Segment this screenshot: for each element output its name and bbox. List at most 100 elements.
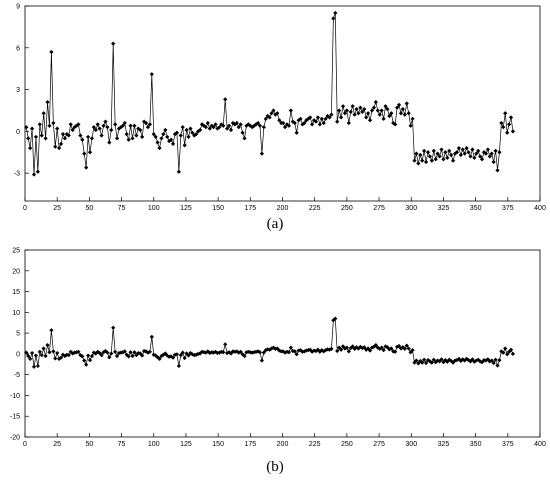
chart-panel-a: 0 25 50 75 100 125 150 175 200 225 250 275 300 325 350… [14, 4, 546, 213]
data-point-marker [385, 345, 390, 350]
data-point-marker [257, 350, 263, 355]
data-point-marker [485, 147, 490, 152]
data-point-marker [35, 169, 40, 174]
y-tick-label: 6 [16, 45, 20, 52]
data-point-marker [155, 140, 160, 145]
data-point-marker [294, 352, 299, 357]
data-point-marker [290, 348, 295, 354]
x-tick-label: 125 [180, 205, 192, 212]
data-point-marker [449, 152, 454, 158]
data-point-marker [350, 344, 355, 349]
data-point-marker [476, 148, 481, 153]
data-point-marker [362, 106, 367, 112]
data-point-marker [356, 111, 361, 116]
data-point-marker [294, 130, 299, 135]
data-point-marker [188, 126, 193, 131]
data-point-marker [420, 158, 425, 163]
data-point-marker [271, 108, 276, 113]
data-point-marker [105, 350, 110, 355]
data-point-marker [163, 127, 168, 133]
data-point-marker [263, 116, 268, 121]
data-point-marker [507, 349, 512, 354]
data-point-marker [369, 108, 375, 113]
data-point-marker [503, 111, 508, 116]
data-point-marker [64, 352, 69, 357]
data-point-marker [111, 41, 116, 46]
data-point-marker [284, 349, 290, 354]
data-point-marker [145, 125, 151, 130]
data-point-marker [304, 118, 309, 123]
data-point-marker [45, 100, 50, 105]
data-point-marker [49, 49, 54, 55]
data-point-marker [147, 349, 152, 354]
data-point-marker [157, 356, 162, 361]
data-point-marker [418, 152, 423, 158]
data-point-marker [265, 347, 270, 352]
data-point-marker [74, 350, 79, 355]
data-point-marker [24, 350, 29, 355]
data-point-marker [43, 353, 48, 359]
data-point-marker [124, 132, 129, 137]
data-point-marker [313, 119, 319, 124]
data-point-marker [29, 126, 35, 131]
data-point-marker [493, 148, 498, 153]
data-point-marker [35, 363, 40, 369]
data-point-marker [508, 347, 514, 352]
data-point-marker [358, 105, 363, 110]
data-point-marker [68, 122, 73, 127]
x-tick-label: 200 [277, 441, 289, 448]
x-tick-label: 25 [53, 441, 61, 448]
data-point-marker [412, 158, 417, 163]
data-point-marker [228, 127, 234, 133]
data-point-marker [282, 125, 288, 130]
data-point-marker [286, 350, 292, 355]
data-point-marker [207, 126, 212, 131]
data-point-marker [190, 130, 195, 135]
data-point-marker [408, 123, 413, 128]
data-point-marker [180, 350, 185, 355]
data-point-marker [288, 108, 293, 113]
data-point-marker [161, 352, 166, 357]
data-point-marker [493, 357, 498, 362]
data-point-marker [136, 350, 141, 356]
x-tick-label: 50 [85, 205, 93, 212]
data-point-marker [437, 154, 442, 159]
data-point-marker [410, 116, 415, 121]
data-point-marker [170, 141, 176, 146]
data-point-marker [242, 353, 247, 359]
data-point-marker [338, 347, 344, 352]
data-point-marker [85, 134, 91, 140]
data-point-marker [466, 150, 471, 155]
data-point-marker [174, 130, 180, 135]
data-point-marker [431, 357, 436, 362]
data-point-marker [149, 334, 154, 339]
data-point-marker [300, 122, 305, 127]
data-point-marker [198, 127, 203, 133]
data-point-marker [389, 111, 394, 116]
data-point-marker [286, 123, 292, 128]
x-tick-label: 275 [373, 205, 385, 212]
data-point-marker [39, 133, 44, 138]
data-point-marker [213, 122, 218, 127]
y-tick-label: -20 [10, 435, 20, 442]
data-point-marker [499, 120, 504, 126]
data-point-marker [302, 349, 307, 354]
data-point-marker [223, 342, 228, 347]
data-point-marker [288, 345, 293, 350]
data-point-marker [468, 154, 473, 159]
data-point-marker [393, 122, 398, 127]
data-point-marker [474, 151, 479, 156]
data-point-marker [275, 346, 280, 351]
data-point-marker [196, 351, 201, 356]
data-point-marker [186, 353, 191, 358]
data-point-marker [317, 349, 322, 354]
data-point-marker [375, 345, 380, 350]
data-point-marker [406, 111, 411, 116]
data-point-marker [340, 344, 346, 349]
chart-b-caption: (b) [266, 459, 284, 475]
data-point-marker [491, 360, 496, 366]
data-point-marker [360, 109, 365, 114]
data-point-marker [292, 349, 297, 354]
data-point-marker [58, 141, 64, 146]
data-point-marker [414, 151, 419, 156]
